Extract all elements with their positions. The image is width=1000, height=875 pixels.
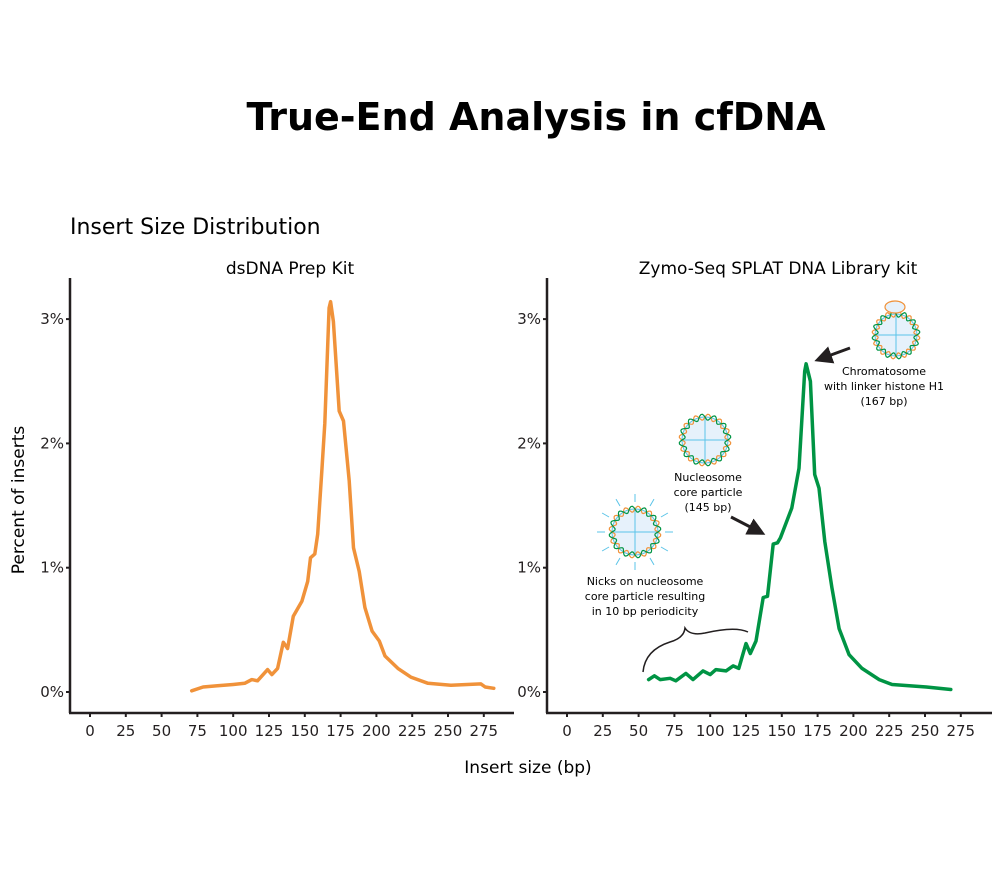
x-tick-label: 225 (875, 722, 904, 740)
figure-title: True-End Analysis in cfDNA (246, 95, 826, 139)
x-tick-label: 100 (696, 722, 725, 740)
x-axis-label: Insert size (bp) (464, 758, 591, 778)
annotation-text: with linker histone H1 (824, 380, 944, 393)
annotation-text: Nicks on nucleosome (587, 575, 704, 588)
x-tick-label: 50 (152, 722, 171, 740)
series-line (189, 299, 496, 693)
nicked-nucleosome-icon (597, 494, 673, 570)
panel-right-title: Zymo-Seq SPLAT DNA Library kit (639, 259, 918, 279)
annotation-text: core particle resulting (585, 590, 705, 603)
annotation-text: core particle (674, 486, 743, 499)
y-tick-label: 0% (40, 683, 64, 701)
annotation-text: Nucleosome (674, 471, 742, 484)
x-tick-label: 25 (116, 722, 135, 740)
figure-subtitle: Insert Size Distribution (70, 215, 321, 240)
brace-icon (642, 625, 749, 673)
x-tick-label: 200 (839, 722, 868, 740)
x-tick-label: 275 (469, 722, 498, 740)
x-tick-label: 75 (188, 722, 207, 740)
x-tick-label: 200 (362, 722, 391, 740)
x-tick-label: 150 (290, 722, 319, 740)
x-tick-label: 0 (85, 722, 95, 740)
y-tick-label: 0% (517, 683, 541, 701)
y-tick-label: 1% (517, 559, 541, 577)
y-tick-label: 1% (40, 559, 64, 577)
x-tick-label: 75 (665, 722, 684, 740)
x-tick-label: 175 (326, 722, 355, 740)
x-tick-label: 250 (434, 722, 463, 740)
annotation-text: in 10 bp periodicity (592, 605, 699, 618)
x-tick-label: 25 (593, 722, 612, 740)
annotation-text: (167 bp) (860, 395, 907, 408)
x-tick-label: 0 (562, 722, 572, 740)
x-tick-label: 150 (767, 722, 796, 740)
x-tick-label: 175 (803, 722, 832, 740)
arrow-icon (814, 346, 851, 364)
series-line (646, 362, 953, 692)
panel-left-title: dsDNA Prep Kit (226, 259, 355, 279)
arrow-icon (730, 515, 766, 535)
y-tick-label: 3% (40, 310, 64, 328)
annotation-text: Chromatosome (842, 365, 926, 378)
y-tick-label: 2% (517, 434, 541, 452)
y-tick-label: 2% (40, 434, 64, 452)
y-axis-label: Percent of inserts (9, 426, 29, 575)
y-tick-label: 3% (517, 310, 541, 328)
x-tick-label: 125 (732, 722, 761, 740)
x-tick-label: 100 (219, 722, 248, 740)
x-tick-label: 225 (398, 722, 427, 740)
x-tick-label: 50 (629, 722, 648, 740)
chromatosome-icon (871, 300, 921, 360)
x-tick-label: 275 (946, 722, 975, 740)
annotation-text: (145 bp) (684, 501, 731, 514)
x-tick-label: 250 (911, 722, 940, 740)
nucleosome-icon (678, 413, 732, 467)
x-tick-label: 125 (255, 722, 284, 740)
